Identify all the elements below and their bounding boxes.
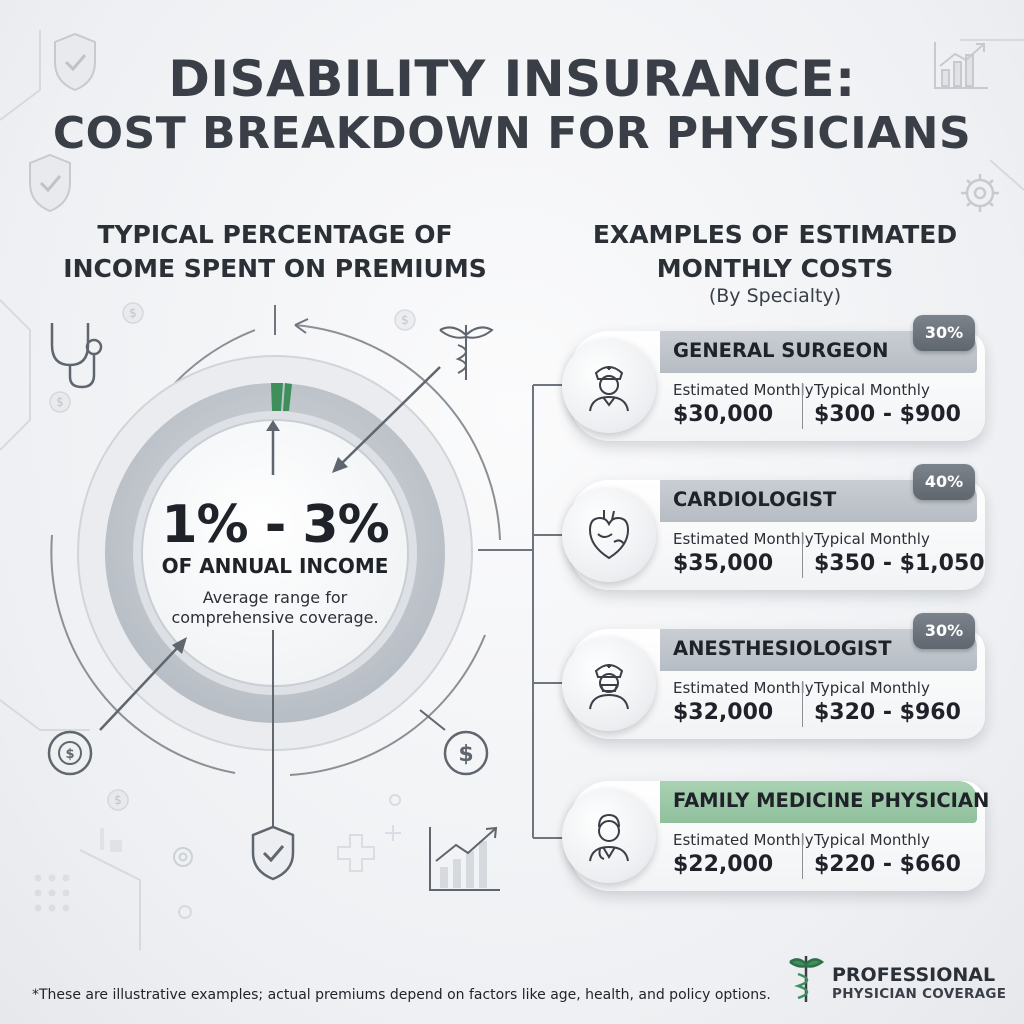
footnote: *These are illustrative examples; actual… [32, 987, 771, 1003]
growth-chart-icon [429, 826, 500, 891]
gear-dollar-icon: $ [47, 730, 93, 776]
icon-holder [562, 789, 656, 883]
typical-value: $220 - $660 [814, 852, 961, 877]
estimated-value: $35,000 [673, 551, 774, 576]
dollar-coin-icon [49, 302, 416, 811]
stethoscope-icon [50, 323, 103, 389]
page-title-line2: COST BREAKDOWN FOR PHYSICIANS [52, 108, 972, 159]
typical-label: Typical Monthly [814, 679, 930, 697]
svg-text:$: $ [114, 793, 122, 807]
specialty-card-anesthesiologist: ANESTHESIOLOGIST 30% Estimated Monthly T… [562, 613, 985, 739]
card-connector [478, 384, 570, 839]
left-section-heading: TYPICAL PERCENTAGE OF INCOME SPENT ON PR… [63, 220, 487, 283]
estimated-value: $22,000 [673, 852, 774, 877]
card-divider [802, 532, 803, 578]
page-title-line1: DISABILITY INSURANCE: [168, 50, 856, 108]
income-percentage-donut: $ $ [47, 305, 501, 891]
specialty-name: FAMILY MEDICINE PHYSICIAN [673, 789, 990, 812]
estimated-label: Estimated Monthly [673, 679, 814, 697]
caduceus-icon [789, 956, 825, 1002]
typical-value: $320 - $960 [814, 700, 961, 725]
svg-text:$: $ [458, 742, 473, 767]
percentage-badge: 30% [913, 613, 975, 649]
percentage-caption: Average range for comprehensive coverage… [171, 588, 379, 627]
shield-icon [29, 32, 96, 213]
card-header [660, 781, 977, 823]
gear-icon [961, 174, 999, 212]
brand-name: PROFESSIONAL [832, 964, 996, 986]
estimated-label: Estimated Monthly [673, 530, 814, 548]
card-divider [802, 681, 803, 727]
svg-text:$: $ [56, 395, 64, 409]
svg-text:$: $ [401, 313, 409, 327]
specialty-name: GENERAL SURGEON [673, 339, 889, 362]
estimated-label: Estimated Monthly [673, 831, 814, 849]
brand-tagline: PHYSICIAN COVERAGE [832, 986, 1007, 1002]
card-divider [802, 833, 803, 879]
percentage-label: OF ANNUAL INCOME [161, 554, 389, 578]
caduceus-icon [439, 325, 494, 380]
right-section-subheading: (By Specialty) [708, 285, 842, 307]
typical-value: $350 - $1,050 [814, 551, 985, 576]
typical-label: Typical Monthly [814, 381, 930, 399]
typical-value: $300 - $900 [814, 402, 961, 427]
typical-label: Typical Monthly [814, 530, 930, 548]
percentage-range: 1% - 3% [161, 495, 389, 555]
icon-holder [562, 637, 656, 731]
icon-holder [562, 339, 656, 433]
doctor-icon [589, 813, 629, 862]
specialty-card-cardiologist: CARDIOLOGIST 40% Estimated Monthly Typic… [562, 464, 985, 590]
percentage-badge: 30% [913, 315, 975, 351]
shield-check-icon [251, 825, 295, 881]
anesthesiologist-icon [589, 664, 629, 710]
specialty-name: ANESTHESIOLOGIST [673, 637, 892, 660]
card-divider [802, 383, 803, 429]
estimated-value: $32,000 [673, 700, 774, 725]
estimated-value: $30,000 [673, 402, 774, 427]
svg-text:$: $ [65, 747, 74, 762]
dollar-icon: $ [443, 730, 489, 776]
estimated-label: Estimated Monthly [673, 381, 814, 399]
heart-icon [588, 510, 630, 560]
typical-label: Typical Monthly [814, 831, 930, 849]
right-section-heading: EXAMPLES OF ESTIMATED MONTHLY COSTS [592, 220, 958, 283]
donut-highlight-segment [271, 383, 283, 411]
svg-text:$: $ [129, 306, 137, 320]
percentage-badge: 40% [913, 464, 975, 500]
specialty-card-general-surgeon: GENERAL SURGEON 30% Estimated Monthly Ty… [562, 315, 985, 441]
icon-holder [562, 488, 656, 582]
specialty-name: CARDIOLOGIST [673, 488, 837, 511]
surgeon-icon [589, 366, 629, 412]
chart-icon [934, 42, 988, 89]
specialty-card-family-medicine: FAMILY MEDICINE PHYSICIAN Estimated Mont… [562, 781, 989, 891]
